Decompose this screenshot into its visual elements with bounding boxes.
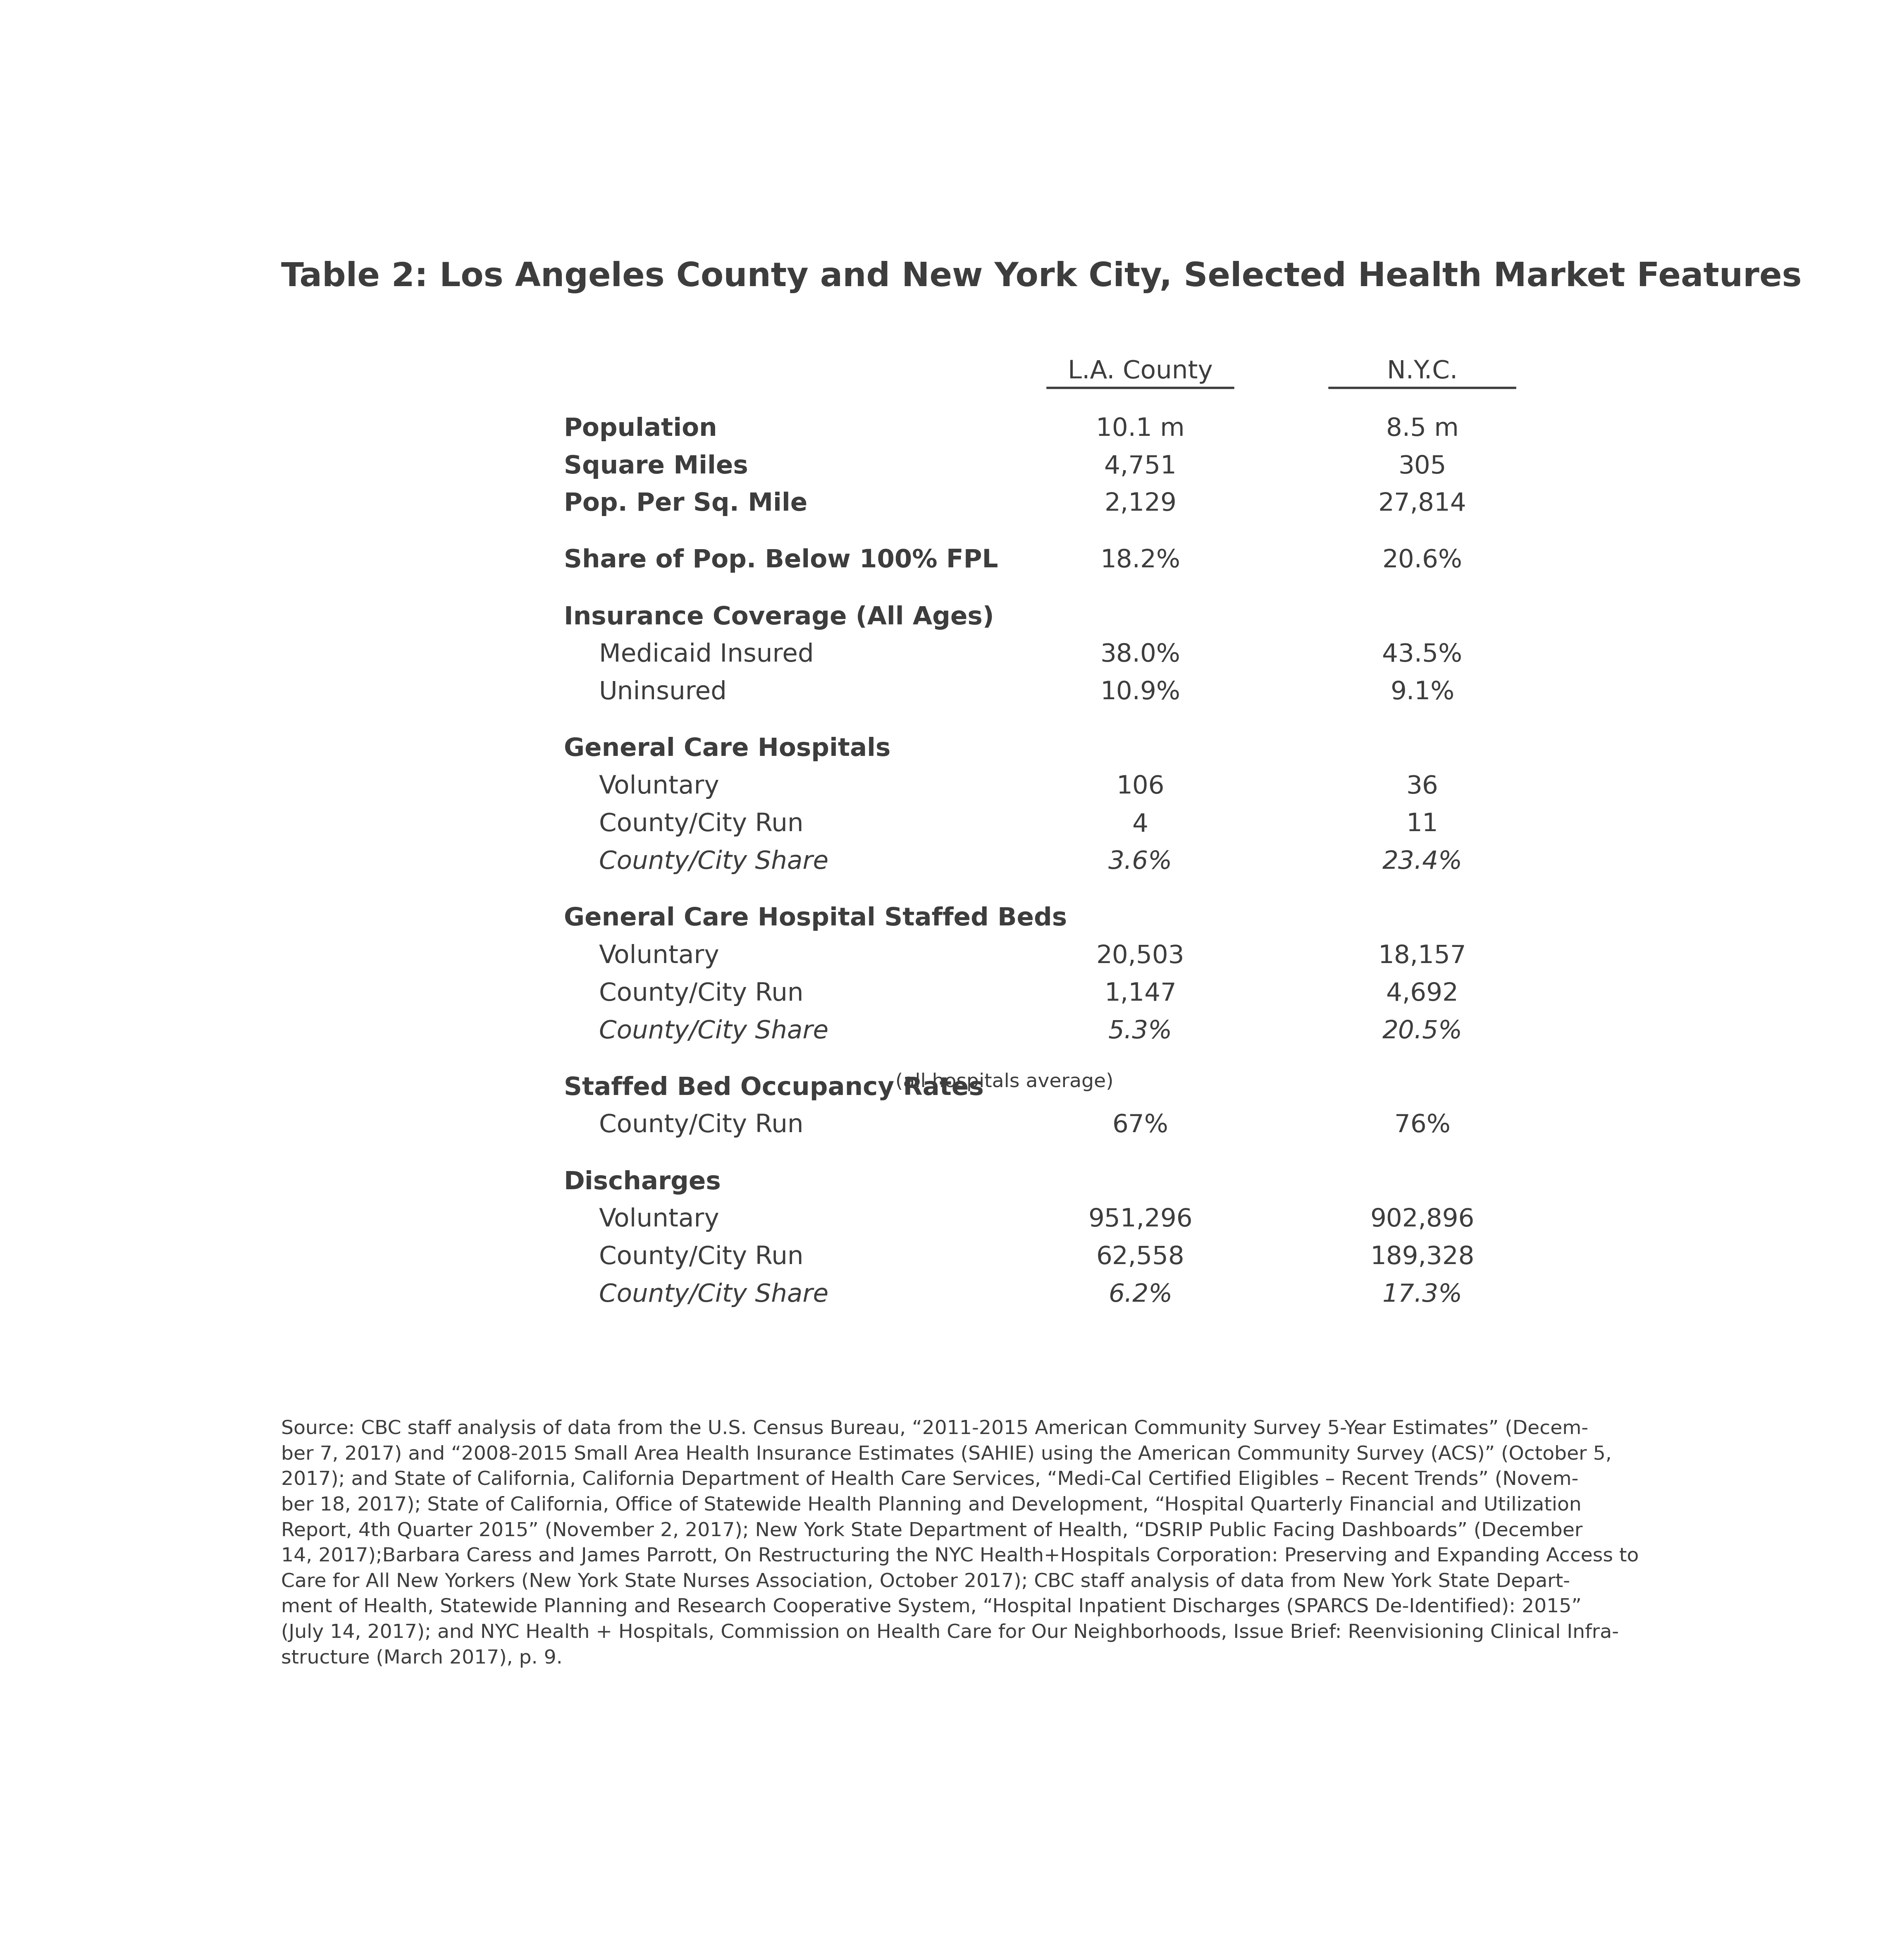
Text: 14, 2017);Barbara Caress and James Parrott, On Restructuring the NYC Health+Hosp: 14, 2017);Barbara Caress and James Parro… [280,1546,1639,1566]
Text: structure (March 2017), p. 9.: structure (March 2017), p. 9. [280,1648,563,1668]
Text: 2,129: 2,129 [1105,492,1177,515]
Text: 62,558: 62,558 [1095,1245,1184,1270]
Text: 27,814: 27,814 [1378,492,1467,515]
Text: County/City Share: County/City Share [599,851,828,874]
Text: ber 7, 2017) and “2008-2015 Small Area Health Insurance Estimates (SAHIE) using : ber 7, 2017) and “2008-2015 Small Area H… [280,1445,1613,1464]
Text: County/City Share: County/City Share [599,1282,828,1307]
Text: N.Y.C.: N.Y.C. [1387,359,1457,384]
Text: 951,296: 951,296 [1088,1207,1192,1233]
Text: Care for All New Yorkers (New York State Nurses Association, October 2017); CBC : Care for All New Yorkers (New York State… [280,1572,1571,1592]
Text: County/City Run: County/City Run [599,1245,803,1270]
Text: Uninsured: Uninsured [599,680,728,706]
Text: Source: CBC staff analysis of data from the U.S. Census Bureau, “2011-2015 Ameri: Source: CBC staff analysis of data from … [280,1419,1588,1439]
Text: Pop. Per Sq. Mile: Pop. Per Sq. Mile [563,492,807,515]
Text: 38.0%: 38.0% [1101,643,1181,666]
Text: 36: 36 [1406,774,1438,800]
Text: Table 2: Los Angeles County and New York City, Selected Health Market Features: Table 2: Los Angeles County and New York… [280,261,1802,294]
Text: 5.3%: 5.3% [1109,1019,1173,1043]
Text: 20.5%: 20.5% [1381,1019,1463,1043]
Text: Voluntary: Voluntary [599,945,720,968]
Text: ment of Health, Statewide Planning and Research Cooperative System, “Hospital In: ment of Health, Statewide Planning and R… [280,1597,1582,1617]
Text: Staffed Bed Occupancy Rates: Staffed Bed Occupancy Rates [563,1076,984,1100]
Text: County/City Run: County/City Run [599,811,803,837]
Text: County/City Run: County/City Run [599,1113,803,1137]
Text: 10.9%: 10.9% [1101,680,1181,706]
Text: County/City Run: County/City Run [599,982,803,1005]
Text: (July 14, 2017); and NYC Health + Hospitals, Commission on Health Care for Our N: (July 14, 2017); and NYC Health + Hospit… [280,1623,1618,1642]
Text: Voluntary: Voluntary [599,774,720,800]
Text: 4: 4 [1133,811,1148,837]
Text: ber 18, 2017); State of California, Office of Statewide Health Planning and Deve: ber 18, 2017); State of California, Offi… [280,1495,1582,1515]
Text: Population: Population [563,417,718,441]
Text: (all hospitals average): (all hospitals average) [889,1072,1114,1092]
Text: 2017); and State of California, California Department of Health Care Services, “: 2017); and State of California, Californ… [280,1470,1579,1490]
Text: 902,896: 902,896 [1370,1207,1474,1233]
Text: General Care Hospitals: General Care Hospitals [563,737,891,760]
Text: 305: 305 [1399,455,1446,478]
Text: 4,751: 4,751 [1105,455,1177,478]
Text: 4,692: 4,692 [1385,982,1459,1005]
Text: 23.4%: 23.4% [1381,851,1463,874]
Text: L.A. County: L.A. County [1069,359,1213,384]
Text: 67%: 67% [1112,1113,1169,1137]
Text: 76%: 76% [1395,1113,1450,1137]
Text: Discharges: Discharges [563,1170,722,1194]
Text: Share of Pop. Below 100% FPL: Share of Pop. Below 100% FPL [563,549,999,572]
Text: 18,157: 18,157 [1378,945,1467,968]
Text: Report, 4th Quarter 2015” (November 2, 2017); New York State Department of Healt: Report, 4th Quarter 2015” (November 2, 2… [280,1521,1582,1541]
Text: County/City Share: County/City Share [599,1019,828,1043]
Text: 10.1 m: 10.1 m [1095,417,1184,441]
Text: 11: 11 [1406,811,1438,837]
Text: General Care Hospital Staffed Beds: General Care Hospital Staffed Beds [563,906,1067,931]
Text: 18.2%: 18.2% [1101,549,1181,572]
Text: Medicaid Insured: Medicaid Insured [599,643,813,666]
Text: 189,328: 189,328 [1370,1245,1474,1270]
Text: Square Miles: Square Miles [563,455,749,478]
Text: 3.6%: 3.6% [1109,851,1173,874]
Text: 17.3%: 17.3% [1381,1282,1463,1307]
Text: 8.5 m: 8.5 m [1385,417,1459,441]
Text: 1,147: 1,147 [1105,982,1177,1005]
Text: 6.2%: 6.2% [1109,1282,1173,1307]
Text: 43.5%: 43.5% [1381,643,1463,666]
Text: 106: 106 [1116,774,1164,800]
Text: 20.6%: 20.6% [1381,549,1463,572]
Text: 9.1%: 9.1% [1391,680,1453,706]
Text: Voluntary: Voluntary [599,1207,720,1233]
Text: Insurance Coverage (All Ages): Insurance Coverage (All Ages) [563,606,993,629]
Text: 20,503: 20,503 [1095,945,1184,968]
